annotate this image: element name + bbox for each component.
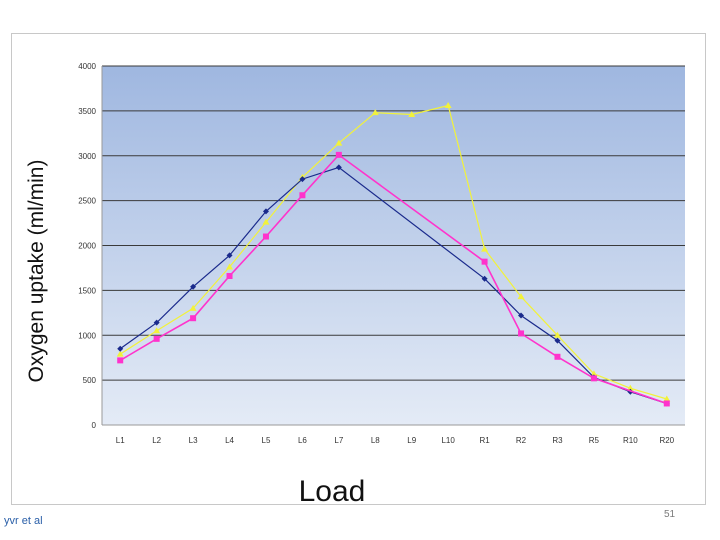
data-point	[444, 101, 452, 108]
data-point	[371, 109, 379, 116]
data-point	[262, 218, 270, 225]
x-tick-label: R20	[659, 436, 674, 445]
data-point	[153, 319, 160, 326]
data-point	[663, 400, 670, 407]
footer-author: yvr et al	[4, 515, 43, 527]
data-point	[518, 312, 525, 319]
data-point	[299, 176, 306, 183]
data-point	[226, 263, 234, 270]
y-tick-label: 2000	[78, 242, 96, 251]
data-point	[554, 337, 561, 344]
x-tick-label: L5	[262, 436, 271, 445]
series-square	[117, 151, 670, 407]
data-point	[190, 283, 197, 290]
data-point	[518, 330, 525, 337]
data-point	[335, 164, 342, 171]
x-tick-label: R5	[589, 436, 600, 445]
x-tick-label: L1	[116, 436, 125, 445]
series-line	[119, 104, 667, 400]
x-tick-label: L9	[407, 436, 416, 445]
data-point	[554, 353, 561, 360]
data-point	[335, 139, 343, 146]
x-tick-label: L6	[298, 436, 307, 445]
data-point	[153, 327, 161, 334]
x-tick-label: R2	[516, 436, 527, 445]
x-tick-labels: L1 L2 L3 L4 L5 L6 L7 L8 L9 L10 R1 R2 R3 R5 R10 R20	[116, 436, 675, 445]
data-point	[189, 304, 197, 311]
data-point	[153, 335, 160, 342]
x-tick-label: L3	[189, 436, 198, 445]
data-point	[117, 345, 124, 352]
y-tick-label: 1000	[78, 331, 96, 340]
data-point	[335, 151, 342, 158]
x-tick-label: R10	[623, 436, 638, 445]
page-number: 51	[664, 509, 676, 520]
data-point	[481, 245, 489, 252]
y-tick-label: 2500	[78, 197, 96, 206]
data-point	[226, 273, 233, 280]
data-point	[190, 315, 197, 322]
data-point	[663, 395, 671, 402]
y-tick-label: 500	[83, 376, 97, 385]
x-tick-label: L4	[225, 436, 234, 445]
x-tick-label: R3	[552, 436, 563, 445]
series-layer	[116, 101, 671, 407]
y-axis-label: Oxygen uptake (ml/min)	[25, 160, 48, 383]
data-point	[262, 208, 269, 215]
y-tick-label: 1500	[78, 286, 96, 295]
series-line	[119, 153, 668, 405]
data-point	[590, 375, 597, 382]
y-tick-label: 3000	[78, 152, 96, 161]
data-point	[626, 384, 634, 391]
data-point	[553, 331, 561, 338]
x-tick-label: L10	[441, 436, 455, 445]
grid-lines	[101, 65, 685, 426]
x-tick-label: L2	[152, 436, 161, 445]
data-point	[117, 357, 124, 364]
data-point	[408, 110, 416, 117]
x-axis-label: Load	[299, 475, 366, 508]
x-tick-label: R1	[479, 436, 490, 445]
x-tick-label: L8	[371, 436, 380, 445]
data-point	[299, 192, 306, 199]
data-point	[481, 275, 488, 282]
data-point	[116, 350, 124, 357]
data-point	[226, 252, 233, 259]
y-tick-label: 3500	[78, 107, 96, 116]
data-point	[517, 293, 525, 300]
y-tick-labels: 0 500 1000 1500 2000 2500 3000 3500 4000	[78, 62, 96, 430]
data-point	[262, 233, 269, 240]
data-point	[481, 258, 488, 265]
y-tick-label: 0	[92, 421, 97, 430]
y-tick-label: 4000	[78, 62, 96, 71]
x-tick-label: L7	[334, 436, 343, 445]
